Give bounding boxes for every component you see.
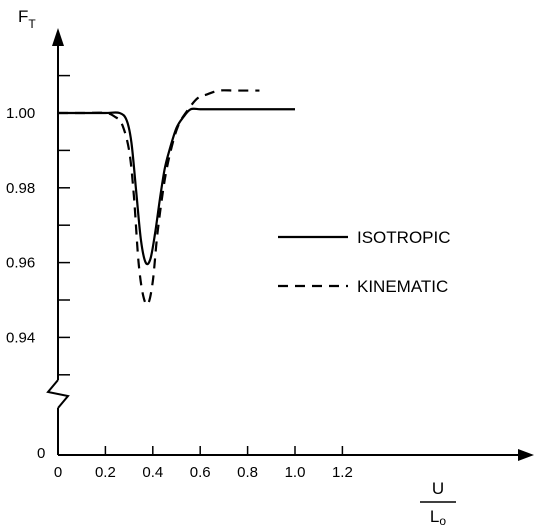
y-tick-label: 1.00 xyxy=(6,105,35,122)
x-axis-title-denominator-sub: o xyxy=(439,514,446,527)
x-tick-label: 0.2 xyxy=(95,464,116,481)
x-tick-label: 0.4 xyxy=(142,464,163,481)
x-tick-label: 1.2 xyxy=(332,464,353,481)
legend-label-isotropic: ISOTROPIC xyxy=(357,228,451,247)
y-axis-title-main: F xyxy=(18,7,28,26)
x-tick-label: 0.6 xyxy=(190,464,211,481)
x-axis-title-numerator: U xyxy=(432,479,444,498)
x-axis-title-denominator: Lo xyxy=(430,507,446,527)
y-tick-label: 0.96 xyxy=(6,255,35,272)
curves xyxy=(58,89,295,306)
legend: ISOTROPIC KINEMATIC xyxy=(278,228,451,296)
ticks: 0 0.2 0.4 0.6 0.8 1.0 1.2 0.94 0.96 0.98 1.00 xyxy=(6,74,353,481)
y-axis-arrow-icon xyxy=(52,28,64,46)
y-origin-label: 0 xyxy=(37,445,45,462)
y-tick-label: 0.98 xyxy=(6,180,35,197)
axis-break-icon xyxy=(46,379,70,409)
y-axis-title-sub: T xyxy=(28,17,36,31)
series-line-isotropic xyxy=(58,107,295,266)
x-tick-label: 1.0 xyxy=(285,464,306,481)
legend-label-kinematic: KINEMATIC xyxy=(357,277,448,296)
x-tick-label: 0.8 xyxy=(237,464,258,481)
axes: FT 0 U Lo xyxy=(18,7,534,527)
y-tick-label: 0.94 xyxy=(6,329,35,346)
x-axis-title-denominator-main: L xyxy=(430,507,439,526)
y-axis-title: FT xyxy=(18,7,36,31)
x-axis-arrow-icon xyxy=(518,449,534,461)
series-line-kinematic xyxy=(58,89,260,306)
x-tick-label: 0 xyxy=(54,464,62,481)
